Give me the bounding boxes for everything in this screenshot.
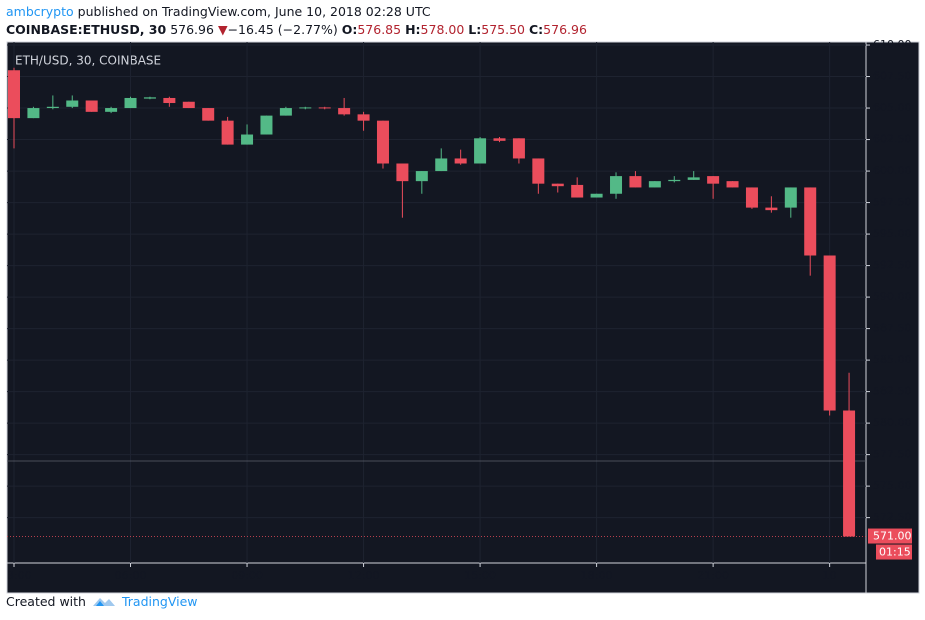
candle-body [8,70,20,119]
ohlc-label: O: [341,22,358,37]
candle-body [512,138,525,159]
price-axis [866,42,919,593]
candle-body [765,207,778,211]
candle-body [338,108,351,115]
candle-body [415,171,428,182]
y-tick-label: 582.50 [873,385,912,398]
x-tick-label: 3:00 [7,569,32,582]
y-tick-label: 572.50 [873,511,912,524]
candle-body [396,163,409,182]
candle-body [668,179,681,182]
x-tick-label: 10 [823,569,837,582]
candle-body [454,158,467,164]
x-tick-label: 15:00 [464,569,496,582]
countdown-badge [876,544,912,560]
chart-title: ETH/USD, 30, COINBASE [15,54,161,68]
candle-body [590,193,603,198]
countdown: 01:15 [879,546,911,559]
candle-body [260,115,273,135]
author[interactable]: ambcrypto [6,4,74,19]
y-tick-label: 600.00 [873,164,912,177]
last-price-badge [868,528,912,544]
candle-body [843,410,856,537]
candle-body [629,176,642,188]
candle-body [241,134,254,145]
ohlc-value: 575.50 [481,22,525,37]
candle-body [357,114,370,121]
candle-body [435,158,448,172]
candle-body [474,138,487,164]
y-tick-label: 575.00 [873,479,912,492]
y-tick-label: 580.00 [873,416,912,429]
candle-body [46,106,59,109]
ohlc: O:576.85 H:578.00 L:575.50 C:576.96 [342,22,587,37]
candle-body [163,97,176,104]
candle-body [726,181,739,188]
candle-body [318,107,331,109]
x-tick-label: 12:00 [348,569,380,582]
chart-background [6,41,920,594]
ohlc-label: C: [528,22,544,37]
candle-body [823,255,836,411]
y-tick-label: 577.50 [873,448,912,461]
candle-body [85,100,98,112]
x-tick-label: 18:00 [581,569,613,582]
brand[interactable]: TradingView [121,594,198,609]
ohlc-label: L: [468,22,482,37]
y-tick-label: 592.50 [873,259,912,272]
y-tick-label: 595.00 [873,227,912,240]
candle-body [279,108,292,116]
candle-body [745,187,758,208]
y-tick-label: 607.50 [873,70,912,83]
y-tick-label: 605.00 [873,101,912,114]
candle-body [376,120,389,164]
candle-body [124,97,137,109]
candle-body [687,177,700,180]
candle-body [551,183,564,187]
candle-body [299,107,312,109]
candle-body [610,176,623,194]
candle-body [182,101,195,109]
change: −16.45 (−2.77%) [227,22,338,37]
footer: Created with TradingView [6,594,198,609]
x-tick-label: 21:00 [697,569,729,582]
candle-body [493,138,506,141]
candle-body [532,158,545,184]
ohlc-value: 578.00 [420,22,465,37]
y-tick-label: 587.50 [873,322,912,335]
candle-body [804,187,817,256]
candle-body [27,108,40,119]
candle-body [784,187,797,208]
published: published on TradingView.com, June 10, 2… [77,4,431,19]
symbol: COINBASE:ETHUSD, 30 [6,22,167,37]
publish-line: ambcrypto published on TradingView.com, … [6,4,431,19]
candle-body [105,108,118,112]
candle-body [707,176,720,184]
last-price: 576.96 [170,22,214,37]
y-tick-label: 597.50 [873,196,912,209]
x-tick-label: 06:00 [115,569,147,582]
candle-body [571,184,584,198]
y-tick-label: 602.50 [873,133,912,146]
ohlc-label: H: [405,22,421,37]
logo [92,597,115,606]
candle-body [66,100,79,107]
last-price-label: 571.00 [873,530,912,543]
candle-body [648,181,661,188]
candle-body [221,120,234,145]
candle-body [143,97,156,99]
symbol-line: COINBASE:ETHUSD, 30 576.96 ▼−16.45 (−2.7… [6,22,587,37]
y-tick-label: 610.00 [873,38,912,51]
x-tick-label: 09:00 [231,569,263,582]
created-with: Created with [6,594,86,609]
y-tick-label: 585.00 [873,353,912,366]
change-arrow: ▼ [217,22,228,37]
ohlc-value: 576.85 [357,22,402,37]
y-tick-label: 590.00 [873,290,912,303]
ohlc-value: 576.96 [543,22,587,37]
candle-body [202,108,215,121]
